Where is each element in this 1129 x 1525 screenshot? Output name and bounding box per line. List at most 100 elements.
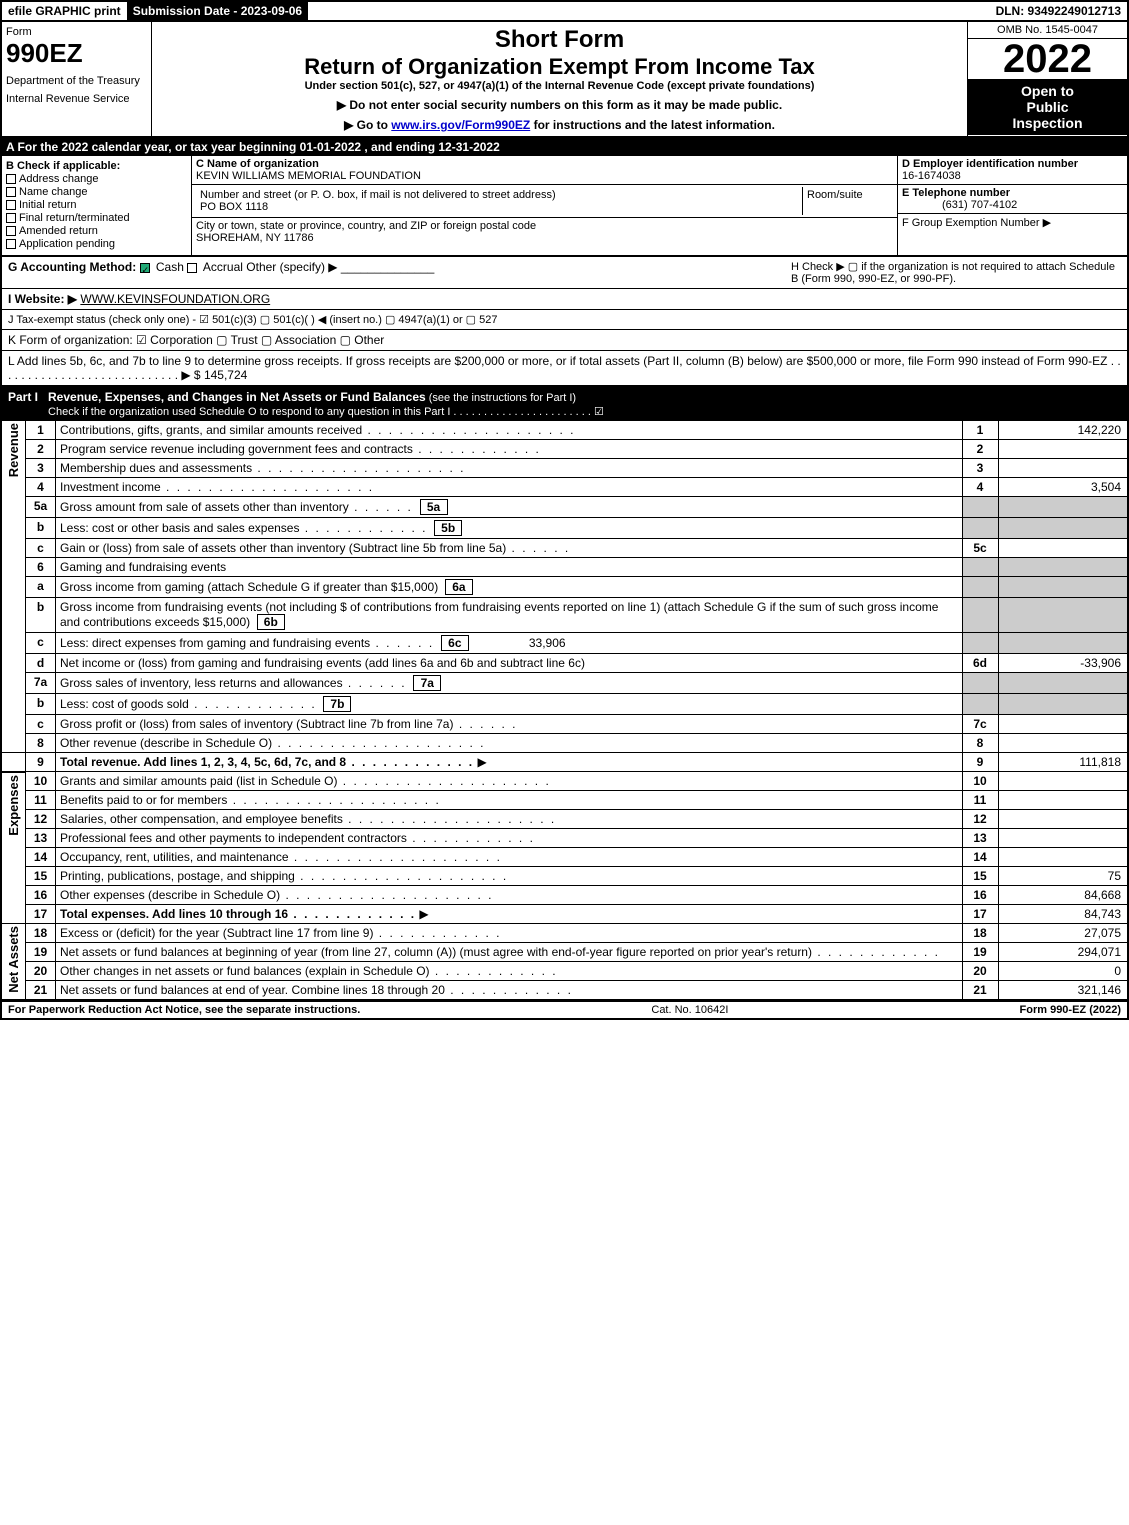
section-h: H Check ▶ ▢ if the organization is not r… [791, 260, 1121, 285]
website-value: WWW.KEVINSFOUNDATION.ORG [80, 292, 270, 306]
footer-catno: Cat. No. 10642I [360, 1004, 1019, 1016]
amt-9: 111,818 [998, 753, 1128, 772]
chk-final-return[interactable]: Final return/terminated [6, 212, 187, 224]
amt-12 [998, 810, 1128, 829]
amt-15: 75 [998, 867, 1128, 886]
line-18: Excess or (deficit) for the year (Subtra… [56, 924, 963, 943]
page-footer: For Paperwork Reduction Act Notice, see … [0, 1001, 1129, 1020]
chk-accrual[interactable] [187, 263, 197, 273]
dln: DLN: 93492249012713 [990, 2, 1127, 20]
chk-address-change[interactable]: Address change [6, 173, 187, 185]
row-j: J Tax-exempt status (check only one) - ☑… [0, 310, 1129, 330]
section-a: A For the 2022 calendar year, or tax yea… [0, 138, 1129, 156]
open-inspection: Open to Public Inspection [968, 79, 1127, 135]
goto-post: for instructions and the latest informat… [530, 118, 775, 132]
line-7b: Less: cost of goods sold 7b [56, 694, 963, 715]
line-6c: Less: direct expenses from gaming and fu… [56, 633, 963, 654]
goto-pre: ▶ Go to [344, 118, 391, 132]
amt-18: 27,075 [998, 924, 1128, 943]
line-12: Salaries, other compensation, and employ… [56, 810, 963, 829]
ein-label: D Employer identification number [902, 158, 1078, 170]
amt-7c [998, 715, 1128, 734]
line-1: Contributions, gifts, grants, and simila… [56, 421, 963, 440]
line-5b: Less: cost or other basis and sales expe… [56, 518, 963, 539]
top-bar: efile GRAPHIC print Submission Date - 20… [0, 0, 1129, 22]
line-2: Program service revenue including govern… [56, 440, 963, 459]
form-word: Form [6, 26, 147, 38]
vlabel-netassets: Net Assets [6, 926, 21, 993]
line-3: Membership dues and assessments [56, 459, 963, 478]
amt-20: 0 [998, 962, 1128, 981]
org-name: KEVIN WILLIAMS MEMORIAL FOUNDATION [196, 170, 421, 182]
form-number: 990EZ [6, 38, 147, 69]
ein-block: D Employer identification number 16-1674… [898, 156, 1127, 185]
amt-16: 84,668 [998, 886, 1128, 905]
amt-2 [998, 440, 1128, 459]
amt-6d: -33,906 [998, 654, 1128, 673]
info-block: B Check if applicable: Address change Na… [0, 156, 1129, 257]
chk-cash[interactable] [140, 263, 150, 273]
amt-14 [998, 848, 1128, 867]
part1-table: Revenue 1Contributions, gifts, grants, a… [0, 421, 1129, 1001]
section-def: D Employer identification number 16-1674… [897, 156, 1127, 255]
tax-year: 2022 [968, 39, 1127, 79]
part1-check: Check if the organization used Schedule … [48, 406, 604, 418]
org-city: SHOREHAM, NY 11786 [196, 232, 314, 244]
amt-1: 142,220 [998, 421, 1128, 440]
line-7a: Gross sales of inventory, less returns a… [56, 673, 963, 694]
ein-value: 16-1674038 [902, 170, 961, 182]
amt-10 [998, 772, 1128, 791]
short-form-title: Short Form [156, 26, 963, 54]
i-label: I Website: ▶ [8, 292, 77, 306]
irs-label: Internal Revenue Service [6, 93, 147, 105]
line-21: Net assets or fund balances at end of ye… [56, 981, 963, 1001]
line-9: Total revenue. Add lines 1, 2, 3, 4, 5c,… [56, 753, 963, 772]
line-15: Printing, publications, postage, and shi… [56, 867, 963, 886]
address-row: Number and street (or P. O. box, if mail… [192, 185, 897, 218]
row-k: K Form of organization: ☑ Corporation ▢ … [0, 330, 1129, 351]
city-label: City or town, state or province, country… [196, 220, 536, 232]
dept-treasury: Department of the Treasury [6, 75, 147, 87]
footer-left: For Paperwork Reduction Act Notice, see … [8, 1004, 360, 1016]
line-7c: Gross profit or (loss) from sales of inv… [56, 715, 963, 734]
header-center: Short Form Return of Organization Exempt… [152, 22, 967, 136]
chk-application-pending[interactable]: Application pending [6, 238, 187, 250]
g-label: G Accounting Method: [8, 260, 136, 274]
line-5c: Gain or (loss) from sale of assets other… [56, 539, 963, 558]
tel-label: E Telephone number [902, 187, 1010, 199]
footer-form: Form 990-EZ (2022) [1020, 1004, 1121, 1016]
section-b: B Check if applicable: Address change Na… [2, 156, 192, 255]
city-row: City or town, state or province, country… [192, 218, 897, 246]
under-section: Under section 501(c), 527, or 4947(a)(1)… [156, 80, 963, 92]
amt-3 [998, 459, 1128, 478]
line-20: Other changes in net assets or fund bala… [56, 962, 963, 981]
irs-link[interactable]: www.irs.gov/Form990EZ [391, 118, 530, 132]
chk-name-change[interactable]: Name change [6, 186, 187, 198]
inspect-1: Open to [972, 83, 1123, 99]
line-4: Investment income [56, 478, 963, 497]
line-16: Other expenses (describe in Schedule O) [56, 886, 963, 905]
line-14: Occupancy, rent, utilities, and maintena… [56, 848, 963, 867]
line-6: Gaming and fundraising events [56, 558, 963, 577]
chk-initial-return[interactable]: Initial return [6, 199, 187, 211]
vlabel-revenue: Revenue [6, 423, 21, 477]
amt-11 [998, 791, 1128, 810]
amt-5c [998, 539, 1128, 558]
vlabel-expenses: Expenses [6, 775, 21, 836]
b-title: B Check if applicable: [6, 160, 187, 172]
org-name-row: C Name of organization KEVIN WILLIAMS ME… [192, 156, 897, 185]
row-g-h: G Accounting Method: Cash Accrual Other … [0, 257, 1129, 289]
line-10: Grants and similar amounts paid (list in… [56, 772, 963, 791]
tel-block: E Telephone number (631) 707-4102 [898, 185, 1127, 214]
line-13: Professional fees and other payments to … [56, 829, 963, 848]
amt-8 [998, 734, 1128, 753]
row-l: L Add lines 5b, 6c, and 7b to line 9 to … [0, 351, 1129, 387]
line-17: Total expenses. Add lines 10 through 16 [56, 905, 963, 924]
org-address: PO BOX 1118 [200, 201, 268, 213]
line-8: Other revenue (describe in Schedule O) [56, 734, 963, 753]
group-exempt: F Group Exemption Number ▶ [898, 214, 1127, 231]
row-i: I Website: ▶ WWW.KEVINSFOUNDATION.ORG [0, 289, 1129, 310]
chk-amended-return[interactable]: Amended return [6, 225, 187, 237]
amt-13 [998, 829, 1128, 848]
amt-17: 84,743 [998, 905, 1128, 924]
